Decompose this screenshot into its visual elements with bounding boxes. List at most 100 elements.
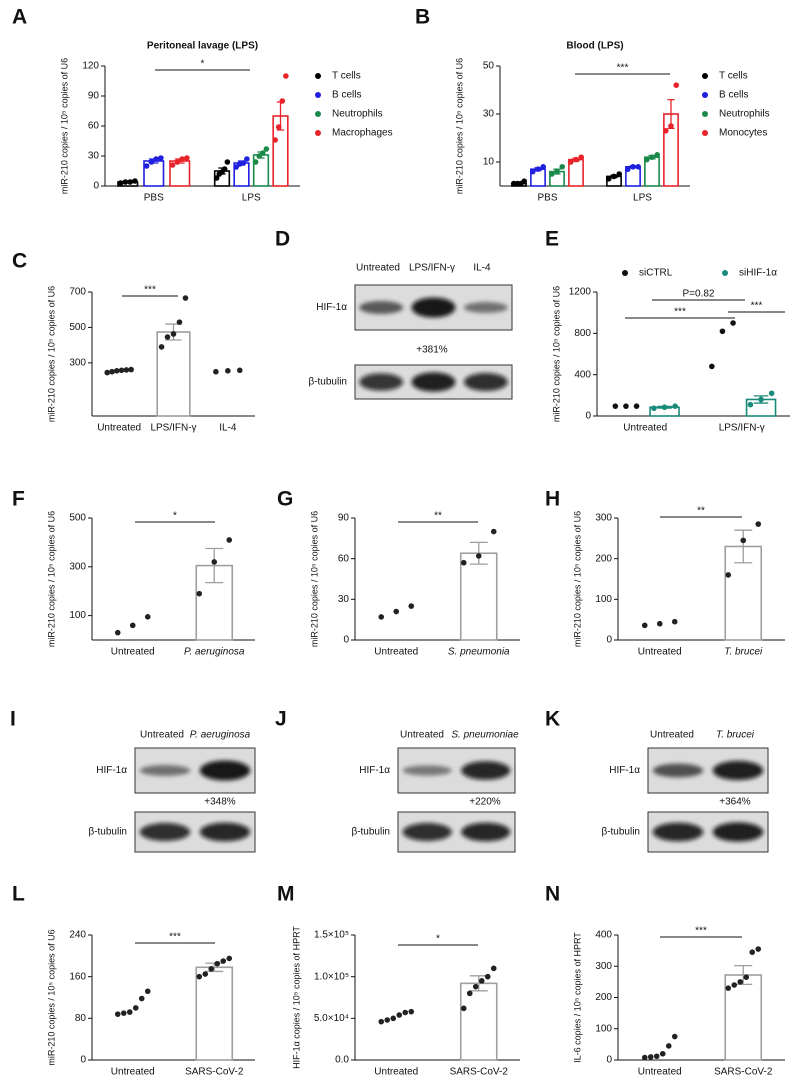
data-point	[129, 622, 136, 629]
data-point	[244, 156, 250, 162]
y-axis-label: miR-210 copies / 10⁵ copies of U6	[551, 286, 561, 422]
data-point	[725, 572, 732, 578]
y-tick-label: 30	[338, 594, 350, 605]
error-bar	[734, 964, 753, 986]
data-point	[144, 614, 151, 620]
data-point	[208, 966, 215, 972]
data-point	[169, 162, 176, 168]
y-tick-label: 0	[606, 635, 612, 646]
significance-label: **	[697, 506, 705, 517]
data-point	[226, 537, 233, 543]
data-point	[240, 160, 247, 166]
data-point	[605, 176, 612, 182]
data-point	[747, 401, 754, 408]
data-point	[109, 368, 115, 375]
data-point	[668, 123, 674, 129]
blot-band	[652, 822, 704, 842]
y-tick-label: 700	[69, 287, 86, 298]
legend-label: Monocytes	[719, 128, 767, 139]
data-point	[393, 608, 400, 615]
error-bar	[469, 975, 488, 992]
data-point	[656, 620, 663, 627]
fold-change: +348%	[204, 797, 236, 808]
y-tick-label: 400	[595, 930, 612, 941]
data-point	[460, 1005, 467, 1012]
y-axis-label: miR-210 copies / 10⁵ copies of U6	[46, 929, 56, 1065]
y-tick-label: 0	[343, 635, 349, 646]
lane-label: IL-4	[473, 263, 491, 274]
significance-label: ***	[751, 301, 763, 312]
data-point	[719, 328, 726, 335]
panel-letter: K	[545, 708, 560, 731]
y-tick-label: 120	[82, 61, 99, 72]
data-point	[643, 156, 650, 163]
data-point	[484, 973, 491, 980]
data-point	[153, 156, 159, 162]
blot-band	[359, 301, 404, 314]
error-bar	[205, 962, 224, 973]
x-tick-label: S. pneumonia	[448, 647, 510, 658]
data-point	[654, 152, 661, 158]
chart-title: Peritoneal lavage (LPS)	[147, 41, 258, 52]
data-point	[214, 960, 221, 967]
blot-row-label: β-tubulin	[601, 827, 640, 838]
data-point	[158, 155, 164, 161]
data-point	[737, 979, 744, 985]
panel-letter: G	[277, 488, 293, 511]
data-point	[740, 537, 747, 544]
x-tick-label: Untreated	[111, 1067, 155, 1078]
significance-label: ***	[617, 63, 629, 74]
blot-band	[463, 373, 508, 391]
data-point	[671, 618, 678, 625]
data-point	[182, 295, 189, 301]
blot-band	[461, 761, 511, 780]
y-tick-label: 100	[595, 594, 612, 605]
y-tick-label: 90	[88, 91, 100, 102]
blot-row-label: β-tubulin	[88, 827, 127, 838]
data-point	[478, 978, 485, 984]
data-point	[630, 164, 636, 170]
data-point	[148, 159, 155, 165]
data-point	[633, 403, 640, 409]
panel-letter: N	[545, 883, 560, 906]
data-point	[143, 163, 150, 169]
y-tick-label: 0	[585, 411, 591, 422]
data-point	[118, 367, 125, 374]
y-tick-label: 5.0×10⁴	[314, 1013, 349, 1024]
data-point	[196, 973, 203, 980]
legend-marker	[622, 270, 628, 276]
data-point	[221, 166, 228, 172]
data-point	[378, 1018, 385, 1025]
data-point	[559, 164, 566, 170]
y-tick-label: 100	[595, 1023, 612, 1034]
y-tick-label: 1.0×10⁵	[314, 971, 349, 982]
blot-band	[463, 302, 508, 313]
y-axis-label: IL-6 copies / 10⁵ copies of HPRT	[572, 932, 582, 1063]
data-point	[126, 1009, 133, 1015]
significance-label: *	[436, 934, 440, 945]
data-point	[174, 159, 181, 165]
data-point	[196, 590, 203, 597]
data-point	[170, 331, 177, 337]
data-point	[127, 179, 133, 185]
data-point	[252, 159, 259, 165]
blot-row-label: HIF-1α	[609, 765, 640, 776]
data-point	[123, 367, 130, 373]
y-tick-label: 800	[574, 328, 591, 339]
legend-label: B cells	[719, 90, 748, 101]
y-tick-label: 300	[595, 513, 612, 524]
data-point	[402, 1009, 409, 1016]
x-tick-label: Untreated	[374, 1067, 418, 1078]
data-point	[768, 390, 775, 397]
significance-label: ***	[144, 285, 156, 296]
y-tick-label: 80	[75, 1013, 87, 1024]
legend-label: siCTRL	[639, 268, 673, 279]
lane-label: Untreated	[400, 730, 444, 741]
blot-band	[712, 822, 764, 842]
significance-label: **	[434, 511, 442, 522]
y-tick-label: 500	[69, 322, 86, 333]
x-tick-label: SARS-CoV-2	[185, 1067, 244, 1078]
data-point	[472, 983, 479, 990]
y-tick-label: 60	[338, 553, 350, 564]
data-point	[128, 366, 134, 373]
